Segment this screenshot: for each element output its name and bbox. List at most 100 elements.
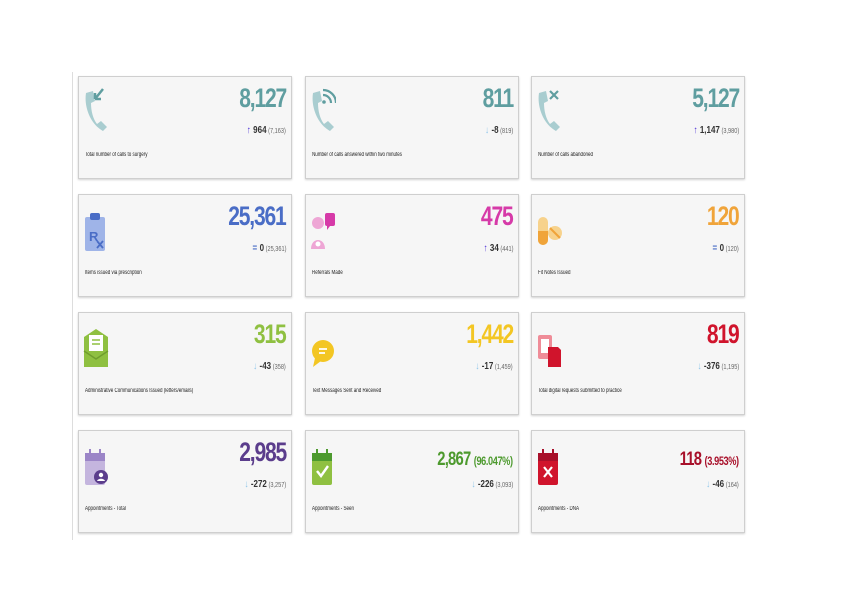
kpi-label: Appointments - DNA [538,506,580,512]
kpi-label: Administrative Communications Issued (le… [85,388,194,394]
kpi-value: 2,867 (96.047%) [437,443,514,479]
arrow-down-icon: ↓ [253,361,258,372]
kpi-previous: (1,195) [721,364,739,371]
kpi-label: Referrals Made [312,270,343,276]
kpi-delta: -272 [250,479,267,490]
kpi-previous: (358) [272,364,286,371]
arrow-up-icon: ↑ [693,125,698,136]
kpi-change: ↓ -226 (3,093) [471,479,513,490]
digital-request-icon [536,321,562,371]
kpi-change: ↑ 34 (441) [483,243,513,254]
arrow-down-icon: ↓ [697,361,702,372]
kpi-value: 811 [482,83,515,113]
arrow-down-icon: ↓ [706,479,711,490]
kpi-card-fit-notes[interactable]: 120 = 0 (120) Fit Notes Issued [531,194,745,297]
kpi-value: 8,127 [239,83,287,113]
kpi-previous: (164) [725,482,739,489]
kpi-label: Total number of calls to surgery [85,152,148,158]
kpi-label: Fit Notes Issued [538,270,571,276]
kpi-value-number: 118 [679,449,702,470]
kpi-delta: -226 [477,479,494,490]
kpi-label: Appointments - Seen [312,506,355,512]
arrow-down-icon: ↓ [244,479,249,490]
kpi-change: ↑ 1,147 (3,980) [693,125,739,136]
kpi-change: = 0 (25,361) [252,243,286,254]
kpi-label: Number of calls abandoned [538,152,594,158]
kpi-card-text-messages[interactable]: 1,442 ↓ -17 (1,459) Text Messages Sent and… [305,312,519,415]
kpi-label: Items issued via prescription [85,270,142,276]
kpi-value: 5,127 [692,83,740,113]
kpi-card-calls-total[interactable]: 8,127 ↑ 964 (7,163) Total number of calls … [78,76,292,179]
pills-icon [536,203,562,253]
kpi-change: ↓ -376 (1,195) [697,361,739,372]
kpi-delta: -46 [712,479,725,490]
kpi-card-appointments-seen[interactable]: 2,867 (96.047%) ↓ -226 (3,093) Appointment… [305,430,519,533]
kpi-value: 819 [707,319,740,349]
kpi-change: ↓ -43 (358) [253,361,286,372]
calendar-cross-icon [536,439,562,489]
equal-icon: = [712,243,718,254]
kpi-change: ↓ -17 (1,459) [476,361,513,372]
arrow-down-icon: ↓ [475,361,480,372]
kpi-delta: 34 [489,243,499,254]
arrow-down-icon: ↓ [471,479,476,490]
kpi-delta: -43 [259,361,272,372]
kpi-delta: 0 [259,243,264,254]
calendar-user-icon [83,439,109,489]
kpi-value: 120 [707,201,740,231]
kpi-previous: (120) [725,246,739,253]
kpi-value-number: 2,867 [437,449,472,470]
kpi-value-percent: (96.047%) [474,455,513,468]
call-abandoned-icon [536,85,562,135]
kpi-value: 25,361 [228,201,288,231]
kpi-card-digital-requests[interactable]: 819 ↓ -376 (1,195) Total digital requests … [531,312,745,415]
prescription-icon: R [83,203,109,253]
equal-icon: = [252,243,257,254]
kpi-label: Text Messages Sent and Received [312,388,382,394]
kpi-change: ↓ -8 (819) [485,125,513,136]
kpi-card-admin-communications[interactable]: 315 ↓ -43 (358) Administrative Communicati… [78,312,292,415]
arrow-up-icon: ↑ [483,243,488,254]
kpi-label: Total digital requests submitted to prac… [538,388,622,394]
kpi-value: 118 (3.953%) [680,443,739,479]
kpi-delta: 964 [253,125,267,136]
kpi-previous: (441) [499,246,513,253]
calendar-check-icon [310,439,336,489]
kpi-change: = 0 (120) [713,243,739,254]
kpi-value: 475 [481,201,514,231]
chat-bubble-icon [310,321,336,371]
call-answered-icon [310,85,336,135]
kpi-label: Appointments - Total [85,506,126,512]
kpi-card-referrals[interactable]: 475 ↑ 34 (441) Referrals Made [305,194,519,297]
kpi-previous: (25,361) [265,246,286,253]
kpi-previous: (3,257) [268,482,286,489]
incoming-call-icon [83,85,109,135]
kpi-card-calls-answered[interactable]: 811 ↓ -8 (819) Number of calls answered wi… [305,76,519,179]
kpi-value: 315 [254,319,287,349]
kpi-change: ↑ 964 (7,163) [247,125,286,136]
kpi-previous: (7,163) [268,128,286,135]
kpi-delta: -376 [703,361,720,372]
page-left-border [72,72,73,540]
svg-text:R: R [89,229,99,244]
kpi-change: ↓ -272 (3,257) [244,479,286,490]
kpi-previous: (1,459) [495,364,513,371]
referral-icon [310,203,336,253]
kpi-previous: (3,093) [495,482,513,489]
kpi-delta: 0 [719,243,725,254]
arrow-down-icon: ↓ [484,125,489,136]
kpi-card-prescriptions[interactable]: R 25,361 = 0 (25,361) Items issued via pre… [78,194,292,297]
arrow-up-icon: ↑ [246,125,251,136]
kpi-card-appointments-total[interactable]: 2,985 ↓ -272 (3,257) Appointments - Total [78,430,292,533]
kpi-previous: (819) [499,128,513,135]
kpi-label: Number of calls answered within two minu… [312,152,403,158]
kpi-value: 2,985 [239,437,287,467]
kpi-value-percent: (3.953%) [704,455,740,468]
kpi-card-calls-abandoned[interactable]: 5,127 ↑ 1,147 (3,980) Number of calls aban… [531,76,745,179]
kpi-change: ↓ -46 (164) [706,479,739,490]
kpi-card-appointments-dna[interactable]: 118 (3.953%) ↓ -46 (164) Appointments - DN… [531,430,745,533]
kpi-delta: -17 [482,361,494,372]
kpi-delta: 1,147 [699,125,720,136]
kpi-delta: -8 [491,125,499,136]
